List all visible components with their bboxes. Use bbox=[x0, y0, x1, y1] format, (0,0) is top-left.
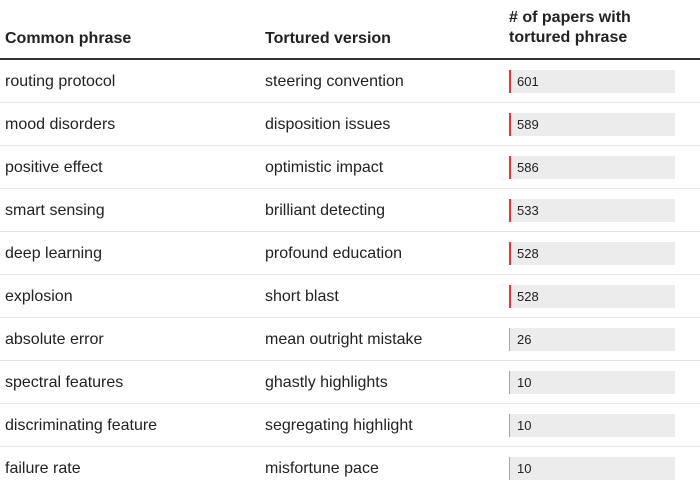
paper-count-label: 586 bbox=[517, 160, 539, 175]
tortured-version-cell: segregating highlight bbox=[265, 417, 413, 434]
header-common-phrase: Common phrase bbox=[5, 30, 132, 47]
tortured-version-cell: mean outright mistake bbox=[265, 331, 423, 348]
paper-count-bar-track: 533 bbox=[509, 199, 675, 222]
tortured-version-cell: profound education bbox=[265, 245, 402, 262]
paper-count-bar bbox=[509, 156, 511, 179]
paper-count-label: 533 bbox=[517, 203, 539, 218]
common-phrase-cell: absolute error bbox=[5, 331, 104, 348]
tortured-version-cell: disposition issues bbox=[265, 116, 391, 133]
paper-count-bar-track: 528 bbox=[509, 285, 675, 308]
tortured-version-cell: short blast bbox=[265, 288, 339, 305]
paper-count-bar-track: 589 bbox=[509, 113, 675, 136]
table-row: failure rate misfortune pace 10 bbox=[0, 447, 700, 490]
paper-count-label: 10 bbox=[517, 461, 532, 476]
paper-count-bar-track: 528 bbox=[509, 242, 675, 265]
table-row: discriminating feature segregating highli… bbox=[0, 404, 700, 447]
common-phrase-cell: explosion bbox=[5, 288, 73, 305]
common-phrase-cell: failure rate bbox=[5, 460, 81, 477]
tortured-version-cell: ghastly highlights bbox=[265, 374, 388, 391]
paper-count-bar bbox=[509, 414, 510, 437]
paper-count-bar bbox=[509, 457, 510, 480]
table-row: explosion short blast 528 bbox=[0, 275, 700, 318]
paper-count-bar-track: 26 bbox=[509, 328, 675, 351]
paper-count-bar-track: 10 bbox=[509, 457, 675, 480]
common-phrase-cell: routing protocol bbox=[5, 73, 116, 90]
table-row: spectral features ghastly highlights 10 bbox=[0, 361, 700, 404]
common-phrase-cell: positive effect bbox=[5, 159, 103, 176]
paper-count-bar-track: 10 bbox=[509, 414, 675, 437]
paper-count-bar bbox=[509, 285, 511, 308]
tortured-version-cell: misfortune pace bbox=[265, 460, 379, 477]
table-row: smart sensing brilliant detecting 533 bbox=[0, 189, 700, 232]
paper-count-label: 528 bbox=[517, 246, 539, 261]
paper-count-label: 10 bbox=[517, 418, 532, 433]
paper-count-bar bbox=[509, 113, 511, 136]
common-phrase-cell: smart sensing bbox=[5, 202, 105, 219]
tortured-version-cell: brilliant detecting bbox=[265, 202, 386, 219]
table-row: routing protocol steering convention 601 bbox=[0, 60, 700, 103]
paper-count-bar-track: 601 bbox=[509, 70, 675, 93]
paper-count-bar-track: 586 bbox=[509, 156, 675, 179]
paper-count-bar bbox=[509, 371, 510, 394]
common-phrase-cell: deep learning bbox=[5, 245, 102, 262]
paper-count-bar bbox=[509, 242, 511, 265]
tortured-version-cell: steering convention bbox=[265, 73, 404, 90]
table-row: deep learning profound education 528 bbox=[0, 232, 700, 275]
paper-count-bar bbox=[509, 199, 511, 222]
paper-count-bar-track: 10 bbox=[509, 371, 675, 394]
table-row: positive effect optimistic impact 586 bbox=[0, 146, 700, 189]
common-phrase-cell: mood disorders bbox=[5, 116, 116, 133]
paper-count-label: 601 bbox=[517, 74, 539, 89]
table-row: absolute error mean outright mistake 26 bbox=[0, 318, 700, 361]
paper-count-label: 10 bbox=[517, 375, 532, 390]
paper-count-bar bbox=[509, 328, 510, 351]
paper-count-label: 26 bbox=[517, 332, 532, 347]
header-paper-count: # of papers with tortured phrase bbox=[509, 9, 631, 46]
table-header: Common phrase Tortured version # of pape… bbox=[0, 0, 700, 60]
paper-count-bar bbox=[509, 70, 511, 93]
paper-count-label: 528 bbox=[517, 289, 539, 304]
common-phrase-cell: spectral features bbox=[5, 374, 124, 391]
table-row: mood disorders disposition issues 589 bbox=[0, 103, 700, 146]
header-tortured-version: Tortured version bbox=[265, 30, 391, 47]
paper-count-label: 589 bbox=[517, 117, 539, 132]
table-body: routing protocol steering convention 601 mo… bbox=[0, 60, 700, 490]
common-phrase-cell: discriminating feature bbox=[5, 417, 158, 434]
tortured-version-cell: optimistic impact bbox=[265, 159, 384, 176]
